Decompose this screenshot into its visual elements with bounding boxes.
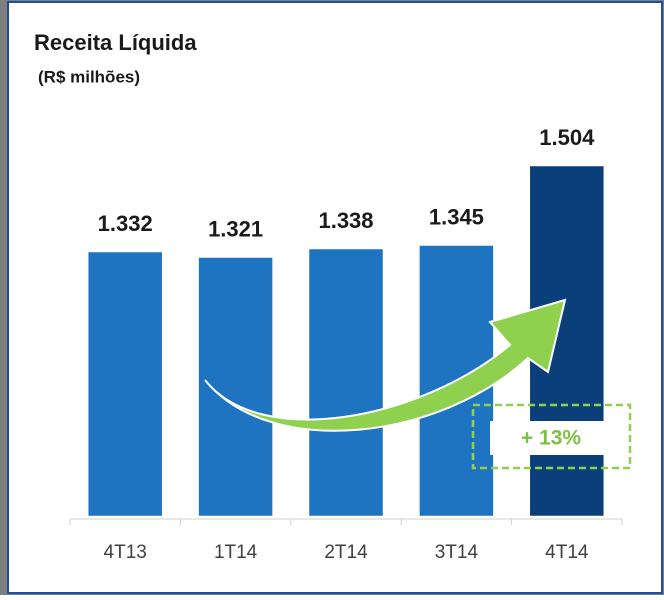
- bar: [306, 246, 386, 519]
- data-label: 1.504: [539, 125, 595, 150]
- bar: [85, 249, 165, 519]
- chart-subtitle: (R$ milhões): [38, 67, 140, 86]
- annotation-bg: [490, 421, 612, 455]
- data-label: 1.345: [429, 204, 484, 229]
- growth-arrow: [204, 298, 567, 432]
- chart-title: Receita Líquida: [34, 30, 197, 55]
- x-tick-label: 2T14: [324, 542, 368, 563]
- annotation-box: [471, 403, 632, 470]
- data-label: 1.321: [208, 216, 263, 241]
- data-label: 1.338: [318, 208, 373, 233]
- data-label: 1.332: [98, 211, 153, 236]
- x-tick-label: 4T14: [545, 542, 589, 563]
- x-tick-label: 1T14: [214, 542, 258, 563]
- x-tick-label: 4T13: [104, 542, 147, 563]
- annotation: + 13%: [521, 427, 581, 450]
- x-tick-label: 3T14: [435, 542, 479, 563]
- bar: [196, 255, 275, 519]
